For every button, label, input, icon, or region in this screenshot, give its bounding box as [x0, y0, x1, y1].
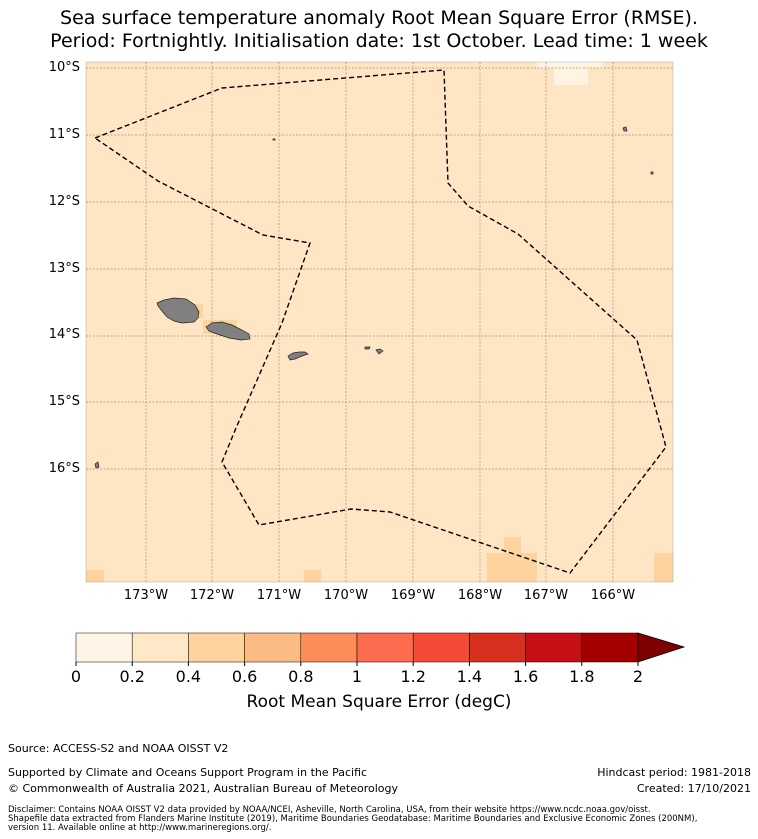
savaii-island — [156, 297, 200, 324]
lon-label-168w: 168°W — [457, 588, 503, 603]
lat-label-14s: 14°S — [48, 327, 80, 342]
colorbar-tick-label: 0 — [70, 667, 82, 686]
chart-title-line-2: Period: Fortnightly. Initialisation date… — [50, 30, 708, 52]
colorbar — [75, 632, 686, 666]
colorbar-tick-label: 1.8 — [569, 667, 595, 686]
lon-label-166w: 166°W — [590, 588, 636, 603]
map-frame — [85, 61, 674, 583]
copyright-note: © Commonwealth of Australia 2021, Austra… — [8, 782, 398, 795]
colorbar-tick-label: 0.8 — [288, 667, 314, 686]
colorbar-segment — [581, 632, 639, 663]
colorbar-tick-label: 2 — [632, 667, 644, 686]
colorbar-tick-label: 0.4 — [175, 667, 202, 686]
colorbar-segment — [300, 632, 358, 663]
swains-island — [272, 138, 276, 141]
lon-label-172w: 172°W — [189, 588, 235, 603]
created-date: Created: 17/10/2021 — [636, 782, 751, 795]
lon-label-167w: 167°W — [523, 588, 569, 603]
lon-label-170w: 170°W — [323, 588, 369, 603]
lon-label-171w: 171°W — [256, 588, 302, 603]
lat-label-11s: 11°S — [48, 127, 80, 142]
rmse-cell — [304, 570, 321, 582]
colorbar-tick-marks — [75, 662, 639, 666]
colorbar-tick-label: 1 — [351, 667, 363, 686]
disclaimer: Disclaimer: Contains NOAA OISST V2 data … — [8, 805, 758, 834]
colorbar-segment — [131, 632, 189, 663]
rmse-cell — [487, 553, 537, 582]
colorbar-extend-arrow — [637, 632, 686, 663]
ofu-island — [364, 346, 371, 350]
manua-island — [375, 348, 384, 355]
rmse-cell — [504, 537, 521, 553]
atoll-west — [94, 461, 100, 469]
rmse-cell — [654, 553, 673, 582]
colorbar-segment — [469, 632, 526, 663]
lon-label-169w: 169°W — [390, 588, 436, 603]
source-note: Source: ACCESS-S2 and NOAA OISST V2 — [8, 742, 229, 755]
map-panel — [85, 61, 674, 583]
colorbar-segment — [356, 632, 414, 663]
colorbar-title: Root Mean Square Error (degC) — [246, 692, 512, 712]
lat-label-10s: 10°S — [48, 60, 80, 75]
colorbar-segment — [412, 632, 470, 663]
colorbar-tick-label: 1.4 — [456, 667, 483, 686]
lat-label-15s: 15°S — [48, 394, 80, 409]
colorbar-segment — [188, 632, 245, 663]
colorbar-segment — [525, 632, 583, 663]
support-note: Supported by Climate and Oceans Support … — [8, 766, 368, 779]
colorbar-segment — [75, 632, 133, 663]
chart-title-line-1: Sea surface temperature anomaly Root Mea… — [60, 7, 698, 29]
disclaimer-line-1: Disclaimer: Contains NOAA OISST V2 data … — [8, 805, 651, 815]
tutuila-island — [287, 351, 309, 361]
graticule — [86, 62, 673, 582]
lat-label-12s: 12°S — [48, 194, 80, 209]
colorbar-tick-label: 1.6 — [512, 667, 539, 686]
rmse-cell — [537, 62, 603, 68]
colorbar-tick-label: 1.2 — [400, 667, 426, 686]
atoll-east — [650, 171, 654, 175]
disclaimer-line-3: version 11. Available online at http://w… — [8, 823, 272, 834]
colorbar-segment — [244, 632, 302, 663]
colorbar-tick-label: 0.6 — [231, 667, 258, 686]
lat-label-16s: 16°S — [48, 461, 80, 476]
eez-boundary — [93, 69, 667, 574]
upolu-island — [205, 321, 251, 341]
lon-label-173w: 173°W — [123, 588, 169, 603]
colorbar-segments — [75, 632, 639, 663]
atoll-north-east — [622, 126, 628, 132]
rmse-cell — [554, 68, 588, 85]
hindcast-period: Hindcast period: 1981-2018 — [597, 766, 751, 779]
lat-label-13s: 13°S — [48, 261, 80, 276]
colorbar-tick-label: 0.2 — [119, 667, 145, 686]
disclaimer-line-2: Shapefile data extracted from Flanders M… — [8, 814, 698, 825]
land — [94, 126, 654, 469]
rmse-cell — [86, 570, 104, 582]
